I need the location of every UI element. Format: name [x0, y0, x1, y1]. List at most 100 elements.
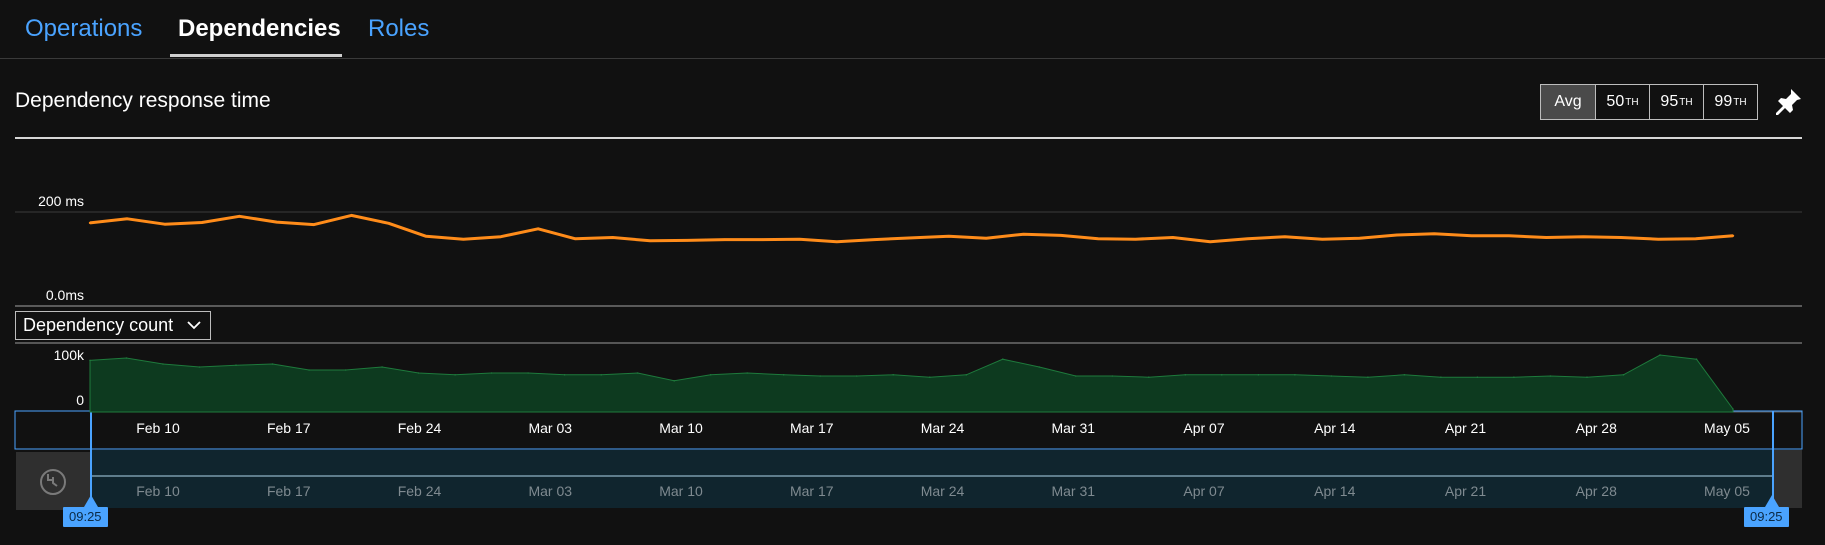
- brush-tick-label: Mar 10: [659, 483, 703, 499]
- response-time-point: [798, 238, 801, 241]
- tab-roles[interactable]: Roles: [368, 15, 430, 42]
- response-time-point: [1321, 238, 1324, 241]
- count-point: [1367, 376, 1369, 379]
- count-point: [929, 376, 931, 379]
- chevron-down-icon: [187, 321, 201, 330]
- response-time-point: [611, 236, 614, 239]
- response-time-point: [126, 217, 129, 220]
- p99-suffix: TH: [1733, 96, 1747, 108]
- response-time-point: [574, 237, 577, 240]
- response-time-point: [275, 220, 278, 224]
- metric-select[interactable]: Dependency count: [15, 311, 211, 340]
- response-time-point: [985, 237, 988, 240]
- title-divider: [15, 137, 1802, 139]
- response-time-point: [312, 223, 316, 226]
- count-point: [1549, 375, 1552, 377]
- count-point: [636, 372, 639, 374]
- response-time-point: [1582, 235, 1585, 238]
- x-tick-label: May 05: [1704, 420, 1750, 436]
- pin-icon[interactable]: [1772, 86, 1804, 118]
- brush-end-label: 09:25: [1744, 507, 1789, 527]
- p50-label: 50: [1606, 93, 1625, 110]
- count-point: [527, 372, 529, 374]
- chart-title: Dependency response time: [15, 89, 271, 112]
- response-time-point: [1395, 233, 1399, 237]
- x-tick-label: Feb 10: [136, 420, 180, 436]
- x-tick-label: Apr 21: [1445, 420, 1486, 436]
- response-time-point: [1097, 237, 1100, 240]
- count-point: [746, 372, 748, 374]
- response-time-point: [88, 221, 92, 225]
- tab-operations[interactable]: Operations: [25, 15, 143, 42]
- response-time-point: [947, 235, 950, 238]
- count-point: [600, 374, 602, 376]
- x-tick-label: Mar 24: [921, 420, 965, 436]
- p95-label: 95: [1660, 93, 1679, 110]
- count-area-series: [89, 354, 1734, 413]
- brush-tick-label: Mar 17: [790, 483, 834, 499]
- response-time-point: [163, 223, 166, 226]
- brush-start-handle[interactable]: [84, 495, 98, 507]
- x-tick-label: Mar 03: [528, 420, 572, 436]
- response-time-point: [1171, 236, 1175, 239]
- response-time-point: [835, 240, 838, 243]
- brush-tick-label: Mar 03: [528, 483, 572, 499]
- count-point: [782, 374, 785, 376]
- count-point: [965, 374, 968, 376]
- count-point: [1002, 358, 1004, 361]
- tab-dependencies[interactable]: Dependencies: [178, 15, 341, 42]
- count-point: [308, 369, 310, 371]
- p99-button[interactable]: 99 TH: [1703, 85, 1757, 119]
- p50-button[interactable]: 50 TH: [1595, 85, 1649, 119]
- response-time-point: [1507, 234, 1511, 237]
- response-time-point: [536, 227, 540, 230]
- response-time-point: [462, 238, 465, 241]
- brush-start-label: 09:25: [63, 507, 108, 527]
- y-label-200ms: 200 ms: [38, 193, 84, 209]
- response-time-point: [648, 239, 652, 242]
- brush-tick-label: Apr 14: [1314, 483, 1355, 499]
- avg-button[interactable]: Avg: [1541, 85, 1595, 119]
- p95-button[interactable]: 95 TH: [1649, 85, 1703, 119]
- brush-end-handle[interactable]: [1765, 495, 1779, 507]
- response-time-point: [760, 238, 764, 241]
- y-label-100k: 100k: [54, 347, 85, 363]
- response-time-point: [499, 235, 502, 238]
- brush-tick-label: Apr 28: [1576, 483, 1617, 499]
- count-point: [1294, 374, 1296, 376]
- brush-tick-label: Feb 17: [267, 483, 311, 499]
- count-point: [1184, 374, 1187, 376]
- brush-selection: [90, 450, 1773, 508]
- count-point: [1148, 376, 1150, 379]
- brush-tick-label: Apr 21: [1445, 483, 1486, 499]
- y-label-0: 0: [76, 392, 84, 408]
- count-point: [1622, 374, 1625, 376]
- response-time-point: [1283, 235, 1287, 238]
- response-time-point: [350, 214, 353, 217]
- response-time-point: [723, 238, 726, 241]
- count-point: [709, 374, 712, 376]
- response-time-point: [387, 222, 390, 225]
- brush-tick-label: May 05: [1704, 483, 1750, 499]
- count-point: [855, 375, 858, 377]
- response-time-point: [1470, 234, 1473, 237]
- count-point: [1075, 375, 1077, 377]
- tab-bar: Operations Dependencies Roles: [0, 0, 1825, 59]
- count-point: [1732, 408, 1734, 410]
- x-tick-label: Feb 24: [398, 420, 442, 436]
- x-tick-label: Mar 17: [790, 420, 834, 436]
- count-point: [271, 363, 274, 365]
- count-point: [1038, 366, 1041, 368]
- response-time-point: [1022, 233, 1025, 236]
- count-point: [125, 357, 128, 359]
- x-tick-label: Apr 14: [1314, 420, 1355, 436]
- count-point: [417, 372, 420, 374]
- response-time-point: [1731, 234, 1735, 237]
- count-point: [1476, 376, 1479, 379]
- reset-zoom-button[interactable]: [16, 452, 90, 510]
- count-point: [892, 374, 894, 376]
- count-point: [1330, 375, 1333, 377]
- count-point: [563, 374, 566, 376]
- active-tab-indicator: [170, 54, 342, 57]
- p99-label: 99: [1714, 93, 1733, 110]
